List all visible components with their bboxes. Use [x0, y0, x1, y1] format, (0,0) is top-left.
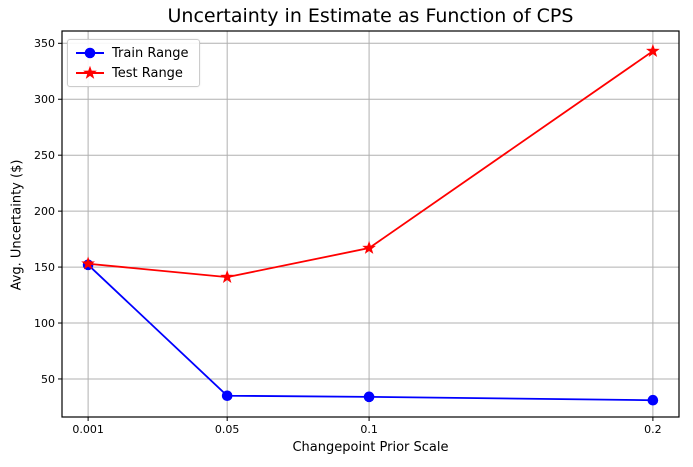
circle-marker [363, 391, 375, 403]
x-tick-label: 0.2 [644, 423, 662, 436]
x-tick-label: 0.1 [360, 423, 378, 436]
train-range-marker-icon [76, 47, 104, 59]
star-marker [646, 43, 660, 57]
legend-label-test: Test Range [112, 65, 183, 81]
legend-item-test: Test Range [75, 64, 189, 82]
legend-item-train: Train Range [75, 44, 189, 62]
star-marker [81, 256, 95, 270]
y-tick-label: 350 [34, 37, 55, 50]
circle-marker [84, 47, 96, 59]
x-tick-label: 0.05 [215, 423, 240, 436]
star-marker [362, 240, 376, 254]
y-tick-label: 150 [34, 261, 55, 274]
x-tick-label: 0.001 [72, 423, 104, 436]
y-tick-label: 200 [34, 205, 55, 218]
axes-spines [61, 30, 680, 418]
legend: Train Range Test Range [67, 39, 200, 87]
circle-marker [221, 390, 233, 402]
y-axis-label: Avg. Uncertainty ($) [9, 159, 25, 291]
y-tick-label: 300 [34, 93, 55, 106]
series-train-range [82, 259, 659, 406]
series-line [87, 264, 653, 402]
circle-marker [647, 394, 659, 406]
legend-label-train: Train Range [112, 45, 189, 61]
chart-title: Uncertainty in Estimate as Function of C… [167, 5, 574, 27]
x-axis-label: Changepoint Prior Scale [292, 440, 449, 455]
y-tick-label: 250 [34, 149, 55, 162]
y-tick-label: 50 [41, 373, 55, 386]
test-range-marker-icon [76, 65, 104, 79]
star-marker [220, 269, 235, 283]
series-test-range [81, 43, 660, 283]
y-tick-label: 100 [34, 317, 55, 330]
star-marker [83, 65, 97, 79]
series-line [88, 50, 654, 279]
